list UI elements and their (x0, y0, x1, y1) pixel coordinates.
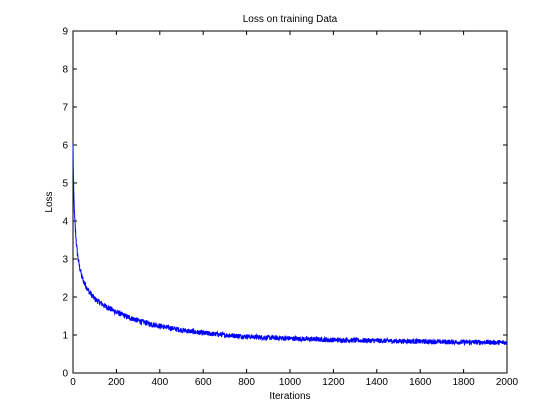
y-tick-label: 3 (62, 255, 68, 266)
y-tick-label: 7 (62, 103, 68, 114)
x-tick-label: 1200 (322, 377, 345, 388)
y-tick-label: 5 (62, 179, 68, 190)
x-tick-label: 1400 (366, 377, 389, 388)
x-tick-label: 1600 (409, 377, 432, 388)
y-tick-label: 8 (62, 65, 68, 76)
plot-area: 0 200 400 600 800 1000 1200 1400 1600 1800 2000 0 1 2… (62, 27, 518, 389)
y-tick-label: 2 (62, 293, 68, 304)
x-tick-label: 200 (108, 377, 125, 388)
y-axis-label: Loss (44, 191, 55, 212)
series-line (72, 143, 508, 347)
x-axis-label: Iterations (269, 391, 310, 402)
x-tick-label: 2000 (496, 377, 519, 388)
plot-frame (72, 30, 508, 374)
y-tick-label: 4 (62, 217, 68, 228)
y-tick-label: 6 (62, 141, 68, 152)
y-tick-label: 0 (62, 369, 68, 380)
x-tick-label: 600 (195, 377, 212, 388)
y-tick-label: 1 (62, 331, 68, 342)
x-tick-label: 1000 (279, 377, 302, 388)
y-tick-label: 9 (62, 27, 68, 38)
x-tick-label: 0 (70, 377, 76, 388)
x-tick-label: 400 (151, 377, 168, 388)
x-tick-label: 1800 (452, 377, 475, 388)
x-tick-label: 800 (238, 377, 255, 388)
chart-title: Loss on training Data (243, 14, 338, 25)
